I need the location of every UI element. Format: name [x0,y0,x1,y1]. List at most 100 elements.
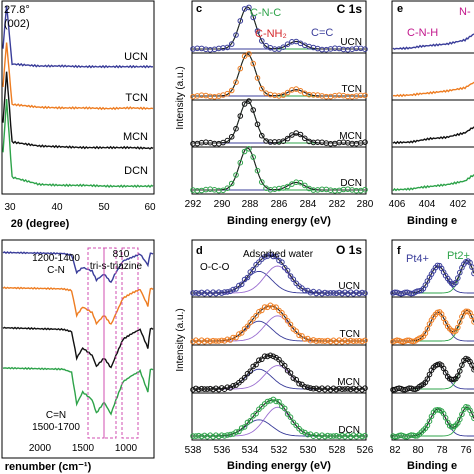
data-point-tcn [322,338,328,345]
data-point-dcn [362,186,368,193]
data-point-tcn [440,315,447,322]
data-point-tcn [204,337,211,344]
data-point-dcn [359,433,365,440]
data-point-mcn [345,386,351,392]
data-point-dcn [233,429,239,435]
data-point-ucn [193,290,199,296]
data-point-ucn [359,289,365,296]
data-point-mcn [264,353,271,360]
data-point-mcn [233,125,239,132]
data-point-dcn [284,183,291,190]
data-point-ucn [204,289,211,296]
annotation-c-eq-n-range: 1500-1700 [32,422,80,433]
panel-c-sample-mcn: MCN [339,131,362,142]
fit-envelope-tcn [193,305,365,342]
panel-a-peak-label: 27.8° [4,4,30,16]
data-point-ucn [207,291,213,297]
data-point-tcn [471,319,474,325]
data-point-tcn [324,337,331,344]
panel-d-ylabel: Intensity (a.u.) [175,308,186,371]
panel-c-sample-ucn: UCN [340,37,362,48]
data-point-mcn [457,368,463,374]
data-point-dcn [246,146,252,152]
data-point-tcn [198,337,205,344]
panel-d-sample-tcn: TCN [339,329,360,340]
fit-envelope-mcn [193,355,365,390]
data-point-dcn [299,428,305,435]
data-point-ucn [267,252,274,258]
data-point-ucn [293,280,300,287]
series-line-tcn [392,81,474,98]
data-point-dcn [319,432,325,439]
data-point-tcn [210,337,216,344]
data-point-ucn [190,290,196,296]
data-point-ucn [469,264,474,270]
panel-f-xlabel: Binding e [407,460,457,472]
panel-a-plot [2,5,154,189]
peak-label-o-c-o: O-C-O [200,262,230,273]
data-point-dcn [220,187,226,194]
data-point-dcn [238,425,245,431]
data-point-tcn [339,339,345,345]
data-point-mcn [322,386,328,393]
data-point-dcn [313,432,320,438]
data-point-mcn [267,352,274,359]
panel-c-ticks: 292 290 288 286 284 282 280 [185,199,374,210]
data-point-mcn [237,113,244,119]
data-point-ucn [316,289,322,295]
data-point-dcn [224,432,231,438]
panel-f-tick: 82 [389,445,401,456]
data-point-ucn [238,281,245,288]
panel-d: d O 1s O-C-O Adsorbed water UCN TCN MCN … [175,239,374,472]
data-point-dcn [290,419,297,426]
data-point-ucn [284,267,291,274]
data-point-mcn [347,386,354,393]
data-point-mcn [216,386,222,393]
data-point-ucn [201,290,208,297]
panel-a-sample-mcn: MCN [123,131,148,143]
data-point-tcn [284,89,291,96]
data-point-ucn [213,290,219,297]
panel-d-sample-mcn: MCN [337,377,360,388]
data-point-tcn [336,337,343,344]
data-point-mcn [193,385,199,392]
panel-b-xlabel: renumber (cm⁻¹) [5,461,92,473]
data-point-mcn [241,374,248,381]
data-point-mcn [253,361,259,368]
data-point-tcn [246,51,252,57]
data-point-mcn [213,385,219,392]
data-point-mcn [410,386,417,392]
panel-c: c C 1s C-N-C C-NH₂ C=C UCN TCN MCN DCN I… [175,0,374,227]
panel-b-tick: 1000 [115,443,138,454]
fit-envelope-tcn [193,53,365,97]
data-point-dcn [281,405,288,412]
data-point-dcn [293,422,300,429]
data-point-tcn [250,315,256,322]
data-point-dcn [424,422,431,429]
data-point-ucn [259,38,265,44]
data-point-tcn [254,75,261,81]
peak-label-c-eq-c: C=C [311,27,333,39]
data-point-dcn [459,411,465,418]
panel-a-sample-tcn: TCN [125,92,148,104]
panel-d-ticks: 538 536 534 532 530 528 526 [185,445,374,456]
panel-f-tick: 78 [436,445,448,456]
panel-a-tick: 50 [98,202,110,213]
series-line-dcn [2,98,154,189]
data-point-ucn [339,290,345,297]
data-point-tcn [224,336,231,343]
data-point-mcn [261,353,268,360]
panel-a-peak-hkl: (002) [4,18,30,30]
data-point-dcn [244,419,251,426]
data-point-mcn [241,101,248,107]
data-point-mcn [336,385,343,392]
data-point-tcn [359,338,365,345]
series-line-ucn [2,251,154,284]
data-point-mcn [330,385,337,392]
data-point-mcn [353,386,360,393]
data-point-ucn [453,279,459,286]
fit-component-c-n-c [193,147,365,191]
data-point-tcn [261,304,268,310]
fit-envelope-ucn [193,6,365,50]
data-point-tcn [310,337,317,343]
